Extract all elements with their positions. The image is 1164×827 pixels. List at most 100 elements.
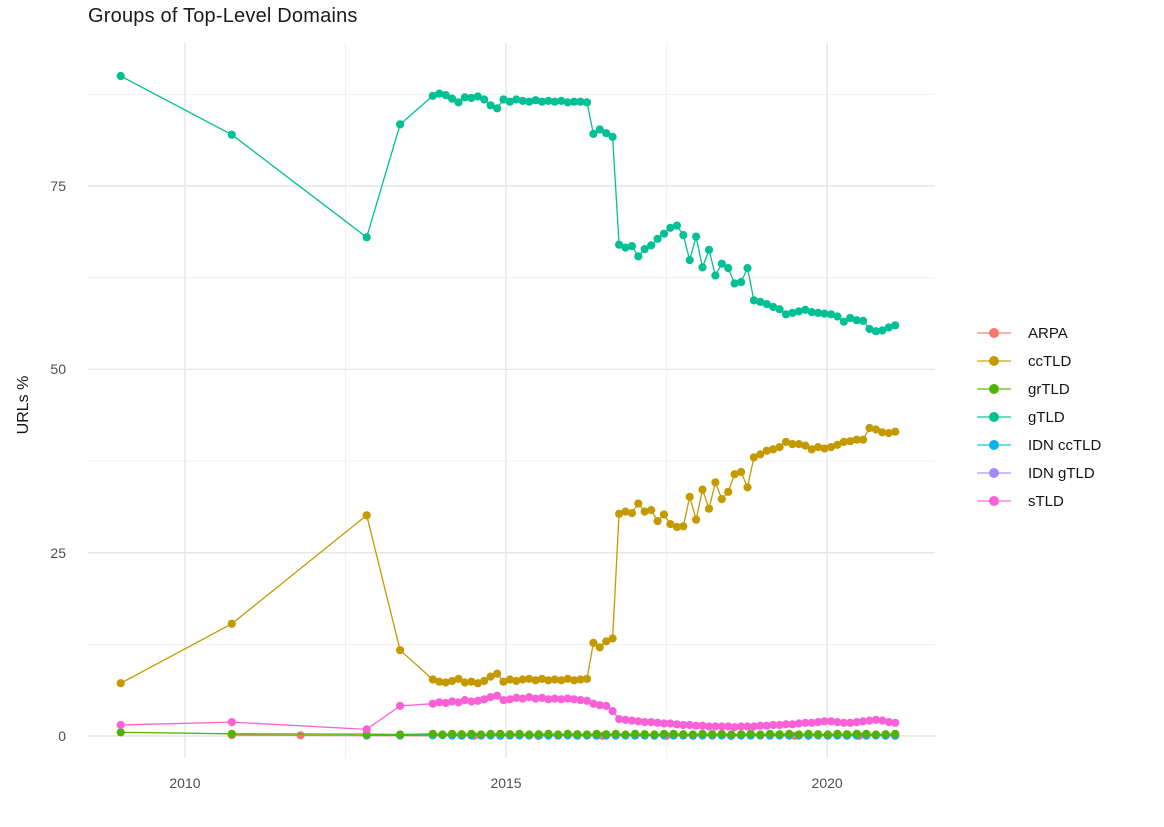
data-point — [441, 698, 450, 708]
x-tick-label: 2015 — [490, 775, 522, 791]
data-point — [550, 694, 559, 703]
data-point — [846, 437, 855, 446]
data-point — [727, 730, 736, 739]
data-point — [743, 722, 752, 731]
data-point — [608, 707, 617, 716]
data-point — [563, 98, 572, 107]
data-point — [227, 718, 236, 727]
data-point — [859, 717, 868, 726]
data-point — [116, 71, 125, 81]
data-point — [814, 718, 823, 727]
data-point — [781, 437, 791, 446]
data-point — [448, 676, 457, 686]
data-point — [746, 729, 755, 738]
legend-key-icon — [977, 468, 1011, 478]
legend-label-idn-gtld: IDN gTLD — [1028, 464, 1095, 482]
data-point — [846, 718, 855, 727]
data-point — [647, 506, 656, 515]
data-point — [820, 444, 829, 453]
data-point — [448, 729, 457, 738]
data-point — [467, 93, 476, 103]
data-point — [743, 264, 752, 273]
legend-item-grtld: grTLD — [976, 375, 1101, 403]
data-point — [826, 717, 836, 726]
data-point — [570, 676, 579, 685]
data-point — [679, 522, 688, 531]
data-point — [362, 725, 371, 734]
data-point — [227, 729, 236, 738]
data-point — [653, 234, 662, 243]
data-point — [525, 693, 534, 702]
data-point — [576, 696, 585, 705]
legend-label-arpa: ARPA — [1028, 324, 1068, 342]
gridlines — [88, 43, 935, 758]
data-point — [659, 729, 669, 738]
data-point — [428, 729, 437, 738]
data-point — [833, 718, 842, 727]
data-point — [743, 483, 752, 492]
data-point — [769, 302, 778, 312]
data-point — [884, 323, 893, 332]
data-point — [862, 729, 871, 738]
data-point — [499, 677, 508, 686]
data-point — [659, 510, 669, 519]
x-tick-label: 2020 — [811, 775, 843, 791]
data-point — [486, 729, 495, 738]
data-point — [865, 423, 874, 433]
data-point — [749, 453, 759, 462]
legend-item-idn-gtld: IDN gTLD — [976, 459, 1101, 487]
data-point — [621, 730, 630, 739]
data-point — [448, 697, 457, 706]
data-point — [852, 316, 861, 325]
data-point — [878, 716, 887, 725]
legend-key-icon — [977, 412, 1011, 422]
data-point — [820, 309, 829, 318]
data-point — [647, 718, 656, 727]
data-point — [570, 97, 579, 106]
data-point — [640, 730, 649, 739]
data-point — [428, 91, 437, 100]
data-point — [891, 427, 900, 436]
series-line-gtld — [120, 75, 896, 332]
data-point — [794, 719, 804, 728]
data-point — [486, 101, 495, 110]
data-point — [801, 441, 810, 450]
data-point — [467, 697, 476, 706]
data-point — [788, 720, 797, 729]
data-point — [852, 718, 861, 727]
data-point — [666, 223, 675, 232]
data-point — [537, 674, 547, 683]
data-point — [775, 443, 784, 452]
data-point — [765, 729, 775, 738]
data-point — [460, 678, 469, 687]
data-point — [550, 97, 559, 106]
data-point — [814, 443, 823, 452]
data-point — [711, 478, 720, 487]
data-point — [823, 730, 832, 739]
data-point — [396, 646, 405, 655]
data-point — [871, 425, 881, 434]
data-point — [852, 435, 861, 444]
data-point — [473, 679, 482, 688]
data-point — [775, 730, 784, 739]
data-point — [550, 675, 559, 684]
data-point — [724, 722, 733, 731]
data-point — [595, 643, 604, 652]
data-point — [602, 129, 611, 138]
data-point — [505, 675, 514, 684]
data-point — [505, 730, 514, 739]
data-point — [698, 721, 707, 730]
data-point — [842, 730, 852, 739]
data-point — [672, 221, 682, 230]
data-point — [871, 327, 881, 336]
data-point — [685, 720, 694, 730]
data-point — [396, 120, 405, 129]
data-point — [473, 696, 482, 705]
series-grtld — [116, 728, 900, 739]
data-point — [666, 719, 675, 728]
data-point — [653, 517, 662, 526]
data-point — [794, 730, 804, 739]
data-point — [493, 691, 502, 700]
data-point — [570, 695, 579, 704]
